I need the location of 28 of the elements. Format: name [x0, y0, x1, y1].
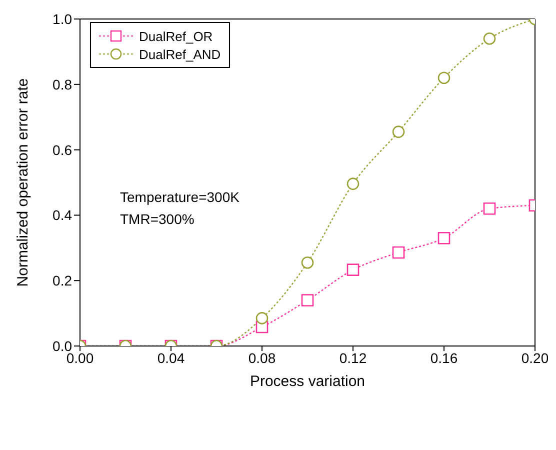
legend-label: DualRef_AND [139, 46, 221, 62]
legend-label: DualRef_OR [139, 28, 213, 44]
y-tick-label: 0.6 [52, 142, 72, 158]
point [301, 256, 314, 269]
y-tick-label: 0.8 [52, 76, 72, 92]
x-tick-label: 0.16 [430, 350, 458, 366]
point [438, 72, 450, 84]
x-axis-title: Process variation [250, 373, 366, 390]
point [483, 32, 496, 45]
x-tick-label: 0.04 [157, 350, 185, 366]
y-axis-title: Normalized operation error rate [14, 78, 32, 287]
x-tick-label: 0.08 [248, 350, 276, 366]
point [346, 178, 360, 190]
point [483, 202, 496, 215]
x-tick-label: 0.12 [339, 350, 367, 366]
y-tick-label: 0.4 [52, 207, 72, 224]
annotation: TMR=300% [120, 210, 196, 229]
point [392, 126, 405, 138]
point [301, 294, 314, 306]
y-tick-label: 0.2 [52, 272, 72, 289]
point [346, 264, 360, 276]
point [438, 232, 450, 244]
annotation: Temperature=300K [120, 188, 240, 207]
y-tick-label: 1.0 [52, 10, 72, 27]
x-tick-label: 0.20 [521, 350, 549, 366]
y-tick-label: 0.0 [52, 338, 72, 354]
point [256, 312, 268, 324]
point [392, 246, 405, 259]
